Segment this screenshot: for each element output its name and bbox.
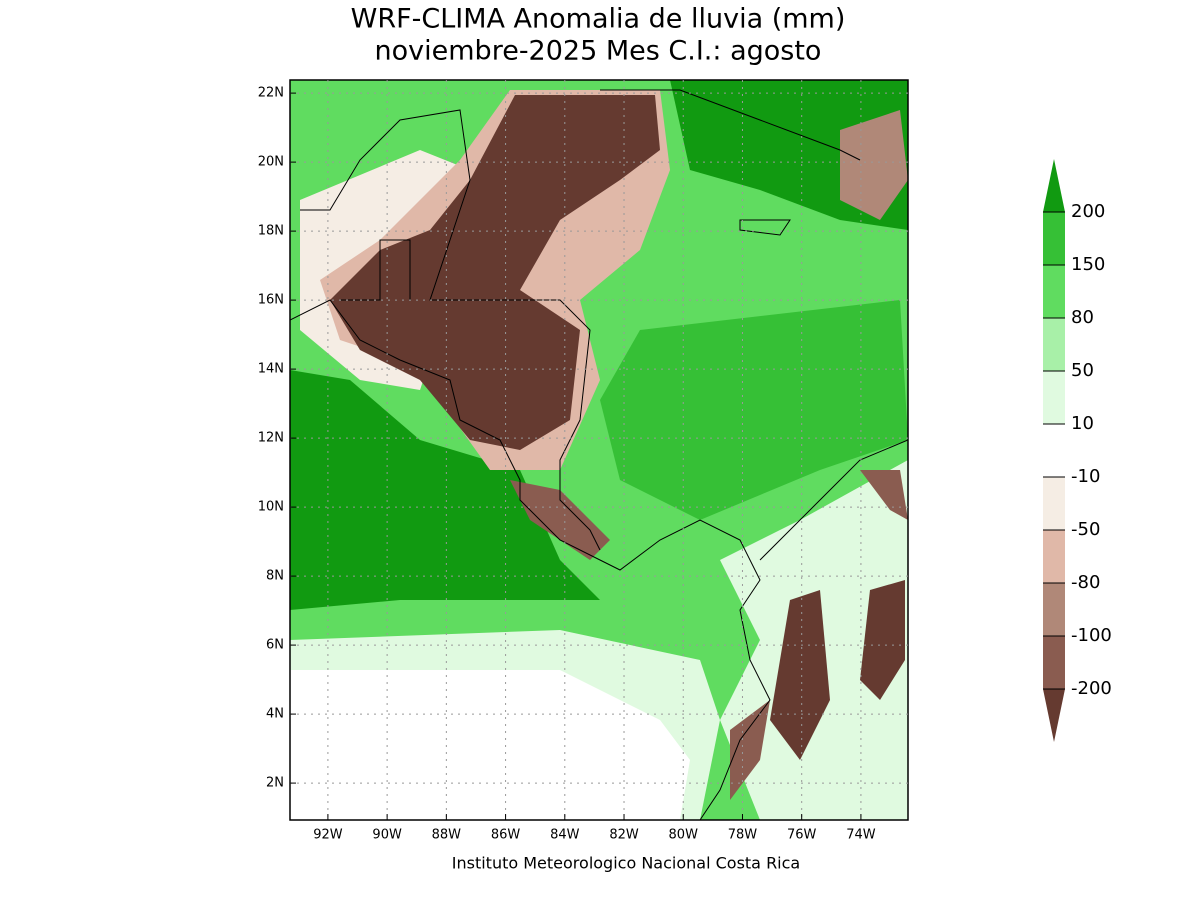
y-tick-label: 16N <box>258 293 284 308</box>
x-tick-label: 92W <box>313 828 343 843</box>
x-tick-label: 82W <box>609 828 639 843</box>
colorbar-label: 80 <box>1071 307 1094 328</box>
x-tick-label: 74W <box>846 828 876 843</box>
field-area <box>290 670 690 820</box>
colorbar-label: 150 <box>1071 254 1105 275</box>
colorbar-band <box>1043 477 1065 530</box>
title: WRF-CLIMA Anomalia de lluvia (mm) <box>351 4 846 35</box>
colorbar-band <box>1043 371 1065 424</box>
y-tick-label: 18N <box>258 224 284 239</box>
field-area <box>330 95 660 450</box>
colorbar-label: 10 <box>1071 413 1094 434</box>
field-area <box>600 300 908 520</box>
x-tick-label: 80W <box>669 828 699 843</box>
colorbar-band <box>1043 265 1065 318</box>
y-tick-label: 6N <box>266 638 284 653</box>
y-tick-label: 22N <box>258 86 284 101</box>
colorbar-label: -10 <box>1071 466 1100 487</box>
colorbar-band <box>1043 583 1065 636</box>
map-field <box>290 80 908 820</box>
x-tick-label: 76W <box>787 828 817 843</box>
subtitle: noviembre-2025 Mes C.I.: agosto <box>375 36 822 67</box>
y-tick-label: 14N <box>258 362 284 377</box>
colorbar-label: -80 <box>1071 572 1100 593</box>
colorbar-label: 200 <box>1071 201 1105 222</box>
x-tick-label: 84W <box>550 828 580 843</box>
colorbar-end <box>1043 159 1065 212</box>
field-area <box>860 580 905 700</box>
x-tick-label: 86W <box>491 828 521 843</box>
colorbar-label: -200 <box>1071 678 1112 699</box>
y-tick-label: 8N <box>266 569 284 584</box>
colorbar-label: -50 <box>1071 519 1100 540</box>
field-area <box>770 590 830 760</box>
field-area <box>730 700 770 800</box>
coastline <box>290 89 908 820</box>
field-area <box>290 370 600 610</box>
colorbar-band <box>1043 530 1065 583</box>
y-tick-label: 12N <box>258 431 284 446</box>
colorbar-label: 50 <box>1071 360 1094 381</box>
colorbar-band <box>1043 424 1065 477</box>
y-tick-label: 2N <box>266 776 284 791</box>
y-tick-label: 10N <box>258 500 284 515</box>
x-tick-label: 88W <box>432 828 462 843</box>
map-frame <box>289 79 909 821</box>
field-area <box>860 470 908 520</box>
colorbar-label: -100 <box>1071 625 1112 646</box>
colorbar-band <box>1043 318 1065 371</box>
x-tick-label: 78W <box>728 828 758 843</box>
footer: Instituto Meteorologico Nacional Costa R… <box>452 854 800 873</box>
colorbar-end <box>1043 689 1065 742</box>
y-tick-label: 4N <box>266 707 284 722</box>
field-area <box>510 480 610 560</box>
x-tick-label: 90W <box>372 828 402 843</box>
field-area <box>840 110 908 220</box>
colorbar-band <box>1043 212 1065 265</box>
colorbar-band <box>1043 636 1065 689</box>
y-tick-label: 20N <box>258 155 284 170</box>
